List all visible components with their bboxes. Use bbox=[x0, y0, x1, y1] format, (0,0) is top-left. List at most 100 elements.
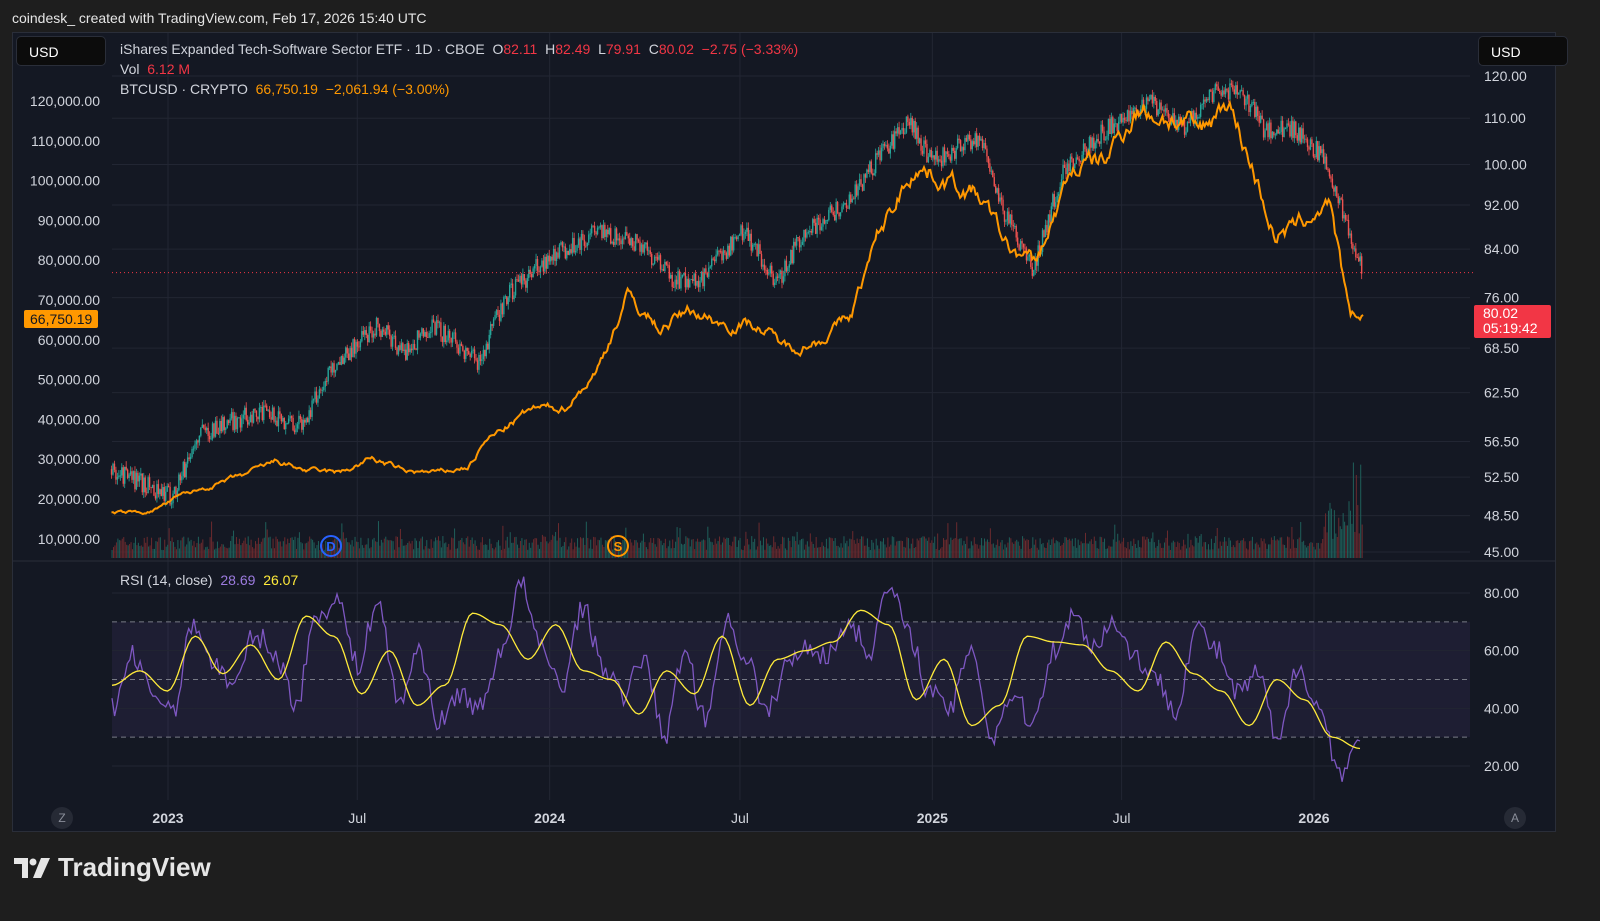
volume-bar bbox=[603, 546, 605, 558]
igv-candle bbox=[1027, 256, 1029, 261]
igv-candle bbox=[845, 202, 848, 208]
volume-bar bbox=[1314, 549, 1316, 558]
igv-candle bbox=[1302, 128, 1304, 139]
volume-bar bbox=[865, 545, 867, 558]
volume-bar bbox=[375, 541, 377, 558]
igv-candle bbox=[352, 339, 354, 358]
volume-bar bbox=[1247, 549, 1249, 558]
igv-candle bbox=[722, 250, 725, 261]
igv-candle bbox=[899, 130, 902, 135]
volume-bar bbox=[1316, 542, 1318, 558]
volume-bar bbox=[165, 546, 167, 558]
volume-bar bbox=[130, 542, 132, 558]
split-marker[interactable]: S bbox=[607, 535, 629, 557]
volume-bar bbox=[1227, 545, 1229, 558]
igv-candle bbox=[544, 256, 546, 272]
volume-bar bbox=[1134, 543, 1136, 558]
igv-candle bbox=[873, 173, 875, 176]
igv-candle bbox=[1117, 121, 1120, 131]
igv-candle bbox=[898, 127, 900, 135]
igv-candle bbox=[1322, 149, 1325, 164]
volume-bar bbox=[764, 549, 766, 558]
igv-candle bbox=[911, 117, 913, 133]
volume-bar bbox=[483, 544, 485, 558]
igv-candle bbox=[1303, 138, 1306, 140]
currency-right-button[interactable]: USD bbox=[1478, 36, 1568, 66]
igv-candle bbox=[1251, 102, 1253, 106]
volume-bar bbox=[503, 548, 505, 558]
igv-legend[interactable]: iShares Expanded Tech-Software Sector ET… bbox=[120, 41, 798, 57]
igv-candle bbox=[1167, 112, 1170, 118]
currency-left-button[interactable]: USD bbox=[16, 36, 106, 66]
volume-bar bbox=[446, 547, 448, 558]
chart-panel[interactable] bbox=[12, 32, 1556, 832]
volume-bar bbox=[508, 547, 510, 558]
igv-candle bbox=[608, 228, 610, 235]
igv-candle bbox=[346, 347, 348, 354]
volume-bar bbox=[837, 545, 839, 558]
igv-candle bbox=[510, 283, 512, 285]
volume-bar bbox=[1046, 542, 1048, 558]
volume-bar bbox=[1079, 545, 1081, 558]
igv-candle bbox=[394, 335, 397, 348]
x-tick-label: Jul bbox=[731, 810, 749, 826]
volume-bar bbox=[632, 545, 634, 558]
volume-bar bbox=[1206, 549, 1208, 558]
volume-bar bbox=[1017, 541, 1019, 558]
igv-candle bbox=[416, 330, 419, 350]
volume-bar bbox=[173, 542, 175, 558]
igv-candle bbox=[747, 227, 750, 241]
igv-candle bbox=[135, 472, 138, 490]
igv-candle bbox=[476, 360, 479, 370]
volume-bar bbox=[1292, 539, 1294, 558]
volume-bar bbox=[465, 538, 467, 558]
tradingview-logo[interactable]: TradingView bbox=[14, 852, 211, 883]
igv-candle bbox=[803, 229, 805, 242]
volume-bar bbox=[399, 528, 401, 558]
volume-bar bbox=[893, 537, 895, 558]
igv-candle bbox=[599, 225, 602, 228]
dividend-marker[interactable]: D bbox=[320, 535, 342, 557]
btc-legend[interactable]: BTCUSD · CRYPTO 66,750.19 −2,061.94 (−3.… bbox=[120, 81, 449, 97]
volume-bar bbox=[1193, 546, 1195, 558]
igv-candle bbox=[986, 148, 988, 157]
igv-candle bbox=[694, 273, 697, 286]
igv-candle bbox=[883, 143, 886, 146]
igv-candle bbox=[757, 244, 760, 257]
volume-bar bbox=[713, 544, 715, 558]
volume-bar bbox=[585, 521, 587, 558]
igv-candle bbox=[386, 325, 388, 335]
igv-candle bbox=[768, 273, 770, 275]
igv-candle bbox=[715, 254, 717, 262]
auto-scale-button[interactable]: A bbox=[1504, 807, 1526, 829]
volume-bar bbox=[1205, 542, 1207, 558]
igv-candle bbox=[810, 231, 812, 233]
igv-candle bbox=[372, 333, 375, 338]
volume-bar bbox=[1089, 541, 1091, 558]
volume-bar bbox=[859, 539, 861, 558]
volume-bar bbox=[562, 545, 564, 558]
volume-bar bbox=[178, 548, 180, 558]
igv-candle bbox=[1255, 106, 1257, 117]
volume-bar bbox=[1278, 540, 1280, 558]
igv-candle bbox=[882, 143, 884, 148]
zoom-reset-button[interactable]: Z bbox=[51, 807, 73, 829]
volume-legend[interactable]: Vol 6.12 M bbox=[120, 61, 190, 77]
igv-candle bbox=[583, 239, 586, 246]
volume-bar bbox=[1038, 549, 1040, 558]
igv-candle bbox=[545, 256, 548, 269]
btc-price-tag: 66,750.19 bbox=[24, 310, 99, 328]
volume-bar bbox=[477, 549, 479, 558]
volume-bar bbox=[1039, 538, 1041, 558]
volume-bar bbox=[480, 542, 482, 558]
volume-bar bbox=[357, 542, 359, 558]
volume-bar bbox=[793, 536, 795, 558]
igv-candle bbox=[301, 418, 303, 430]
volume-bar bbox=[1330, 508, 1332, 558]
volume-bar bbox=[247, 536, 249, 558]
volume-bar bbox=[140, 545, 142, 558]
right-axis-tick-label: 45.00 bbox=[1484, 544, 1519, 560]
rsi-legend[interactable]: RSI (14, close) 28.69 26.07 bbox=[120, 572, 298, 588]
volume-bar bbox=[449, 549, 451, 558]
